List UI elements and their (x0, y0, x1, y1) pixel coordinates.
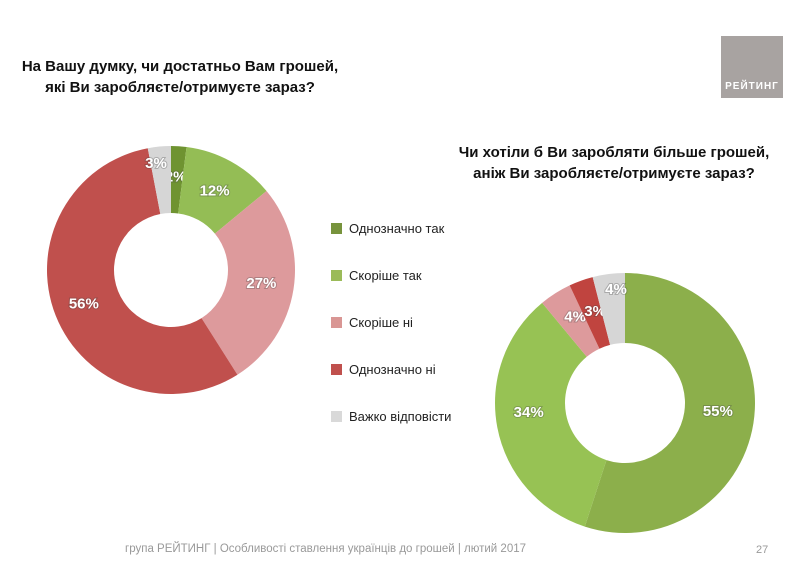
rating-logo-text: РЕЙТИНГ (725, 81, 779, 92)
rating-group-logo: РЕЙТИНГ (721, 36, 783, 98)
legend-label: Важко відповісти (349, 409, 452, 424)
slice-data-label: 56% (69, 295, 99, 312)
slice-data-label: 34% (514, 404, 544, 421)
footer-text: група РЕЙТИНГ | Особливості ставлення ук… (125, 543, 527, 555)
legend-label: Однозначно так (349, 221, 445, 236)
legend-swatch-icon (331, 364, 342, 375)
legend-label: Скоріше так (349, 268, 422, 283)
donut-slice-3 (46, 148, 238, 394)
legend-item: Скоріше так (331, 268, 451, 283)
donut-slice-0 (171, 146, 187, 214)
donut-slice-1 (178, 146, 267, 234)
legend-swatch-icon (331, 317, 342, 328)
chart-title-money-enough: На Вашу думку, чи достатньо Вам грошей, … (21, 58, 339, 96)
slice-data-label: 4% (564, 309, 586, 326)
donut-slice-2 (542, 285, 600, 357)
legend-swatch-icon (331, 411, 342, 422)
legend-label: Скоріше ні (349, 315, 413, 330)
donut-chart-want-more: 55%34%4%3%4% (495, 273, 755, 533)
legend-item: Важко відповісти (331, 409, 451, 424)
legend-swatch-icon (331, 223, 342, 234)
donut-slice-0 (584, 273, 755, 533)
donut-slice-1 (495, 302, 607, 527)
legend-item: Скоріше ні (331, 315, 451, 330)
donut-slice-2 (201, 190, 295, 375)
slice-data-label: 55% (703, 403, 733, 420)
donut-slice-3 (569, 277, 611, 349)
donut-slice-4 (147, 146, 171, 215)
chart-title-want-more: Чи хотіли б Ви заробляти більше грошей, … (458, 144, 770, 182)
slice-data-label: 3% (145, 155, 167, 172)
page-number: 27 (756, 544, 769, 556)
legend: Однозначно так Скоріше так Скоріше ні Одноз… (331, 221, 451, 424)
slice-data-label: 12% (200, 183, 230, 200)
slice-data-label: 4% (605, 281, 627, 298)
legend-item: Однозначно так (331, 221, 451, 236)
donut-chart-money-enough: 2%12%27%56%3% (46, 146, 295, 394)
slice-data-label: 27% (246, 275, 276, 292)
legend-item: Однозначно ні (331, 362, 451, 377)
donut-slice-4 (592, 273, 625, 345)
legend-label: Однозначно ні (349, 362, 436, 377)
legend-swatch-icon (331, 270, 342, 281)
